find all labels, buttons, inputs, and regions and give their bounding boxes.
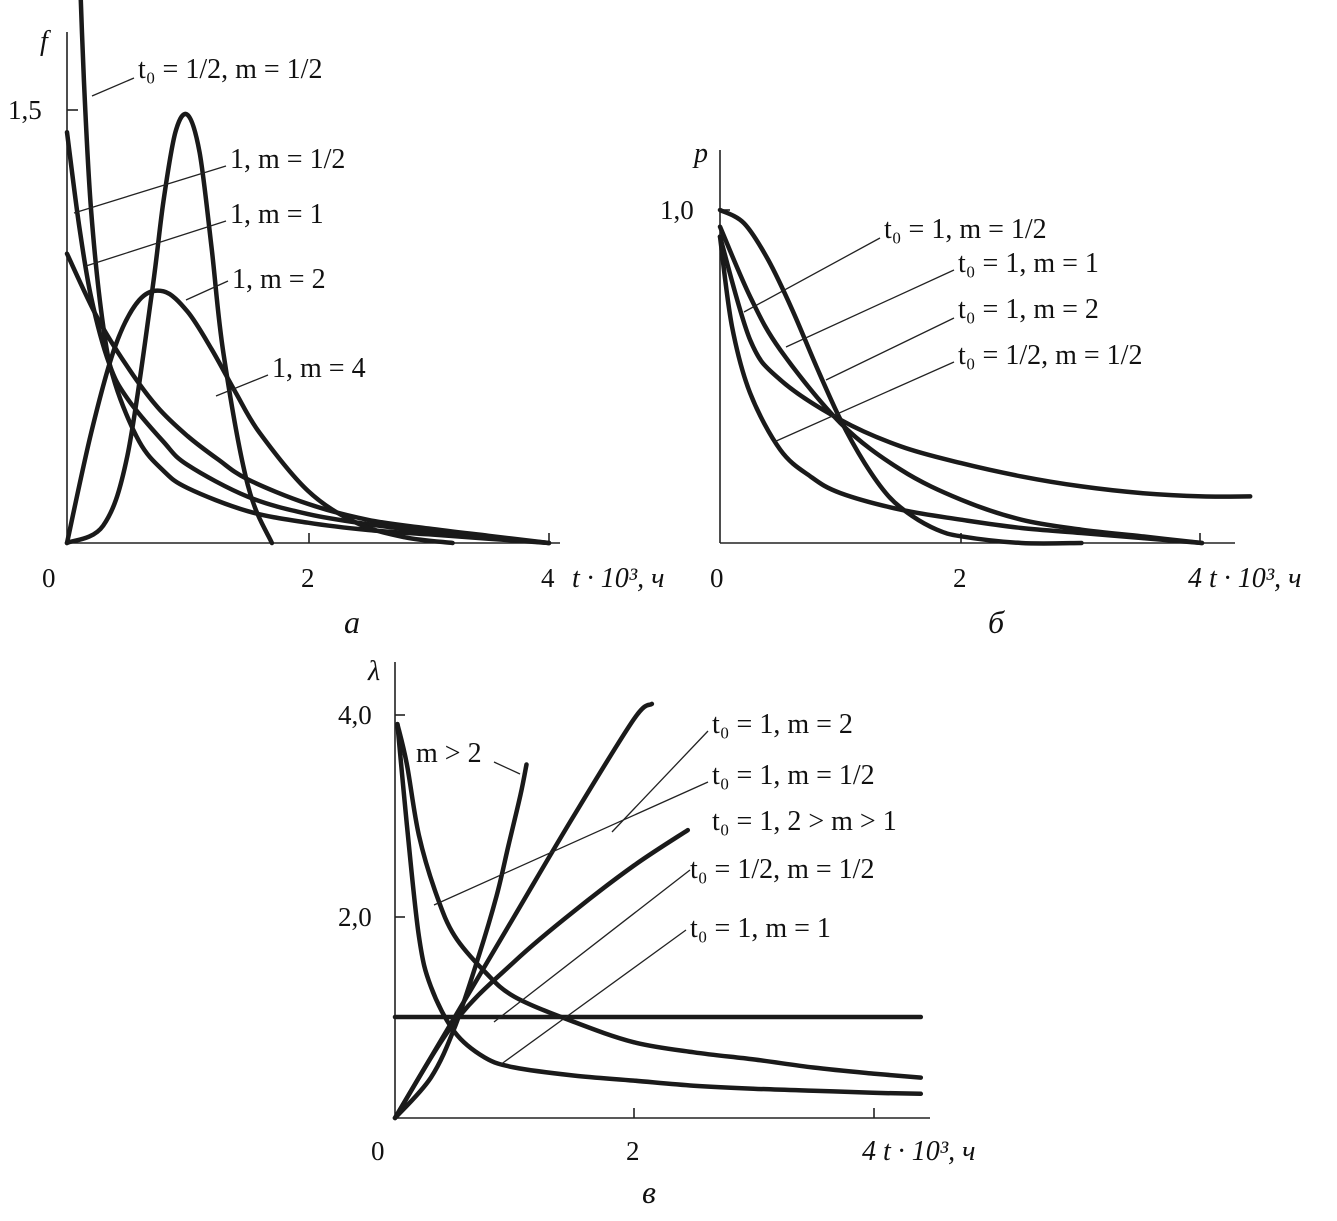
panel-v: λ 4,0 2,0 0 2 4 t · 10³, ч в m > 2 t₀ = …	[338, 656, 976, 1210]
panel-b-series-1-line	[717, 224, 1205, 546]
panel-a-leader-3	[185, 280, 229, 301]
panel-b-leader-2	[825, 317, 955, 381]
panel-v-y-label: λ	[367, 656, 380, 687]
panel-v-x-label: 4 t · 10³, ч	[862, 1136, 976, 1167]
panel-b-xtick-label-0: 0	[710, 563, 724, 593]
panel-v-curves	[392, 701, 924, 1121]
panel-v-label-5: t₀ = 1, m = 1	[690, 913, 831, 944]
panel-b: p 1,0 0 2 4 t · 10³, ч б t₀ = 1, m = 1/2…	[660, 138, 1302, 640]
panel-b-label-1: t₀ = 1, m = 1	[958, 248, 1099, 279]
panel-v-ytick-label-2: 2,0	[338, 902, 372, 932]
panel-a-series-0-line	[78, 0, 552, 546]
panel-b-leader-0	[743, 237, 881, 313]
panel-a-caption: а	[344, 604, 360, 640]
panel-v-leader-3	[493, 869, 691, 1023]
panel-v-label-3: t₀ = 1, 2 > m > 1	[712, 806, 897, 837]
panel-a-series-1-line	[64, 129, 552, 546]
panel-v-label-0: m > 2	[416, 738, 482, 769]
panel-a-y-label: f	[40, 26, 51, 57]
panel-v-caption: в	[642, 1174, 656, 1210]
panel-b-ytick-label: 1,0	[660, 195, 694, 225]
panel-v-series-2-line	[395, 721, 924, 1080]
panel-b-label-2: t₀ = 1, m = 2	[958, 294, 1099, 325]
panel-b-label-3: t₀ = 1/2, m = 1/2	[958, 340, 1142, 371]
panel-a-series-2-line	[64, 251, 552, 546]
panel-b-series-3-line	[717, 234, 1205, 546]
panel-v-leader-2	[433, 781, 709, 906]
panel-a-series-4-line	[64, 111, 275, 546]
panel-b-leader-1	[785, 269, 955, 348]
panel-v-series-0-line	[392, 762, 529, 1121]
panel-b-x-label: 4 t · 10³, ч	[1188, 563, 1302, 594]
panel-a-xtick-label-0: 0	[42, 563, 56, 593]
panel-b-xtick-label-2: 2	[953, 563, 967, 593]
panel-a-curves	[64, 0, 552, 546]
panel-a-xtick-label-2: 2	[301, 563, 315, 593]
panel-a-label-1: 1, m = 1/2	[230, 144, 345, 175]
panel-a-x-label: t · 10³, ч	[572, 563, 665, 594]
panel-v-leader-4	[499, 929, 687, 1066]
panel-a-label-2: 1, m = 1	[230, 199, 324, 230]
panel-a: f 1,5 0 2 4 t · 10³, ч а t₀ = 1/2, m = 1…	[8, 0, 665, 640]
panel-b-series-2-line	[717, 207, 1084, 546]
panel-v-series-3-line	[392, 827, 691, 1121]
panel-a-ytick-label: 1,5	[8, 95, 42, 125]
panel-v-series-4-line	[395, 721, 924, 1097]
panel-a-leader-4	[215, 374, 269, 397]
panel-a-leader-2	[85, 220, 227, 267]
panel-v-leader-1	[611, 730, 709, 833]
panel-a-leader-1	[73, 165, 227, 214]
panel-b-label-0: t₀ = 1, m = 1/2	[884, 214, 1047, 245]
panel-v-label-4: t₀ = 1/2, m = 1/2	[690, 854, 874, 885]
panel-b-caption: б	[988, 604, 1005, 640]
panel-v-ytick-label-4: 4,0	[338, 700, 372, 730]
panel-b-series-0-line	[717, 234, 1253, 499]
panel-b-curves	[717, 207, 1253, 546]
panel-a-xtick-label-4: 4	[541, 563, 555, 593]
panel-v-xtick-label-0: 0	[371, 1136, 385, 1166]
panel-v-label-1: t₀ = 1, m = 2	[712, 709, 853, 740]
panel-v-label-2: t₀ = 1, m = 1/2	[712, 760, 875, 791]
panel-b-y-label: p	[692, 138, 708, 169]
panel-a-label-3: 1, m = 2	[232, 264, 326, 295]
panel-a-label-4: 1, m = 4	[272, 353, 366, 384]
panel-v-xtick-label-2: 2	[626, 1136, 640, 1166]
panel-v-leader-0	[493, 761, 521, 775]
panel-b-leader-3	[773, 361, 955, 443]
panel-a-series-3-line	[64, 288, 455, 546]
panel-a-leader-0	[91, 77, 135, 97]
panel-a-label-0: t₀ = 1/2, m = 1/2	[138, 54, 322, 85]
